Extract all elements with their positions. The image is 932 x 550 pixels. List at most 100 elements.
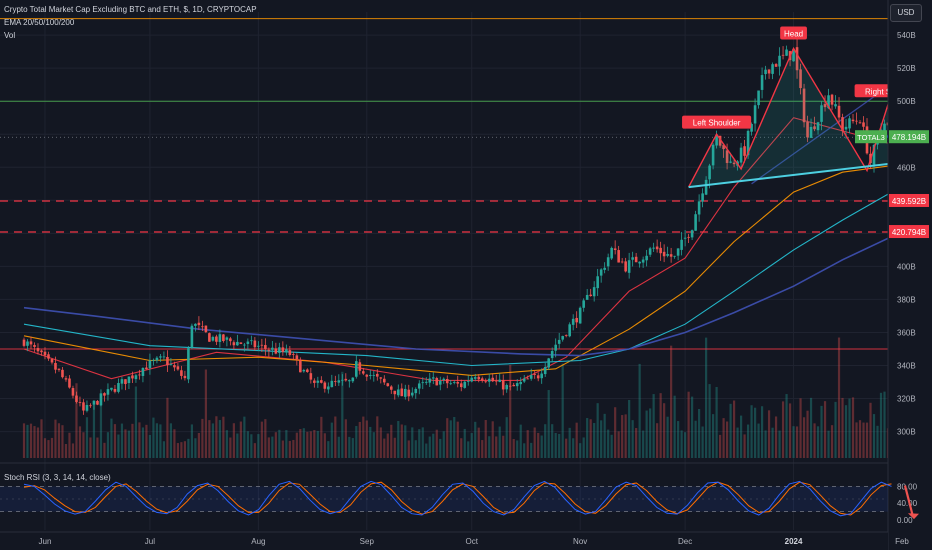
candle-body xyxy=(778,55,781,67)
volume-bar xyxy=(113,424,117,458)
candle-body xyxy=(120,379,124,384)
volume-bar xyxy=(579,443,582,458)
candle-body xyxy=(746,130,750,156)
candle-body xyxy=(785,49,788,56)
x-tick-label: Oct xyxy=(466,537,479,546)
candle-body xyxy=(484,381,488,383)
candle-body xyxy=(718,135,722,146)
volume-bar xyxy=(778,430,781,458)
volume-bar xyxy=(575,422,578,458)
candle-body xyxy=(117,383,120,392)
candle-body xyxy=(708,165,711,180)
candle-body xyxy=(201,326,204,328)
volume-bar xyxy=(61,425,64,458)
time-axis-background xyxy=(0,532,888,550)
volume-bar xyxy=(687,391,690,458)
volume-bar xyxy=(106,432,110,458)
volume-bar xyxy=(141,427,145,458)
candle-body xyxy=(190,325,194,348)
volume-bar xyxy=(393,437,396,458)
volume-bar xyxy=(124,429,127,458)
volume-bar xyxy=(376,416,379,458)
candle-body xyxy=(71,388,75,396)
volume-bar xyxy=(215,416,218,458)
volume-bar xyxy=(862,422,865,458)
candle-body xyxy=(438,380,442,385)
volume-bar xyxy=(785,394,788,458)
volume-bar xyxy=(57,423,61,458)
volume-bar xyxy=(383,438,386,458)
rsi-title: Stoch RSI (3, 3, 14, 14, close) xyxy=(4,473,111,482)
volume-bar xyxy=(670,345,673,458)
volume-bar xyxy=(551,424,554,458)
candle-body xyxy=(148,360,152,369)
volume-bar xyxy=(572,438,575,458)
rsi-y-tick-label: 0.00 xyxy=(897,516,913,525)
volume-bar xyxy=(467,441,470,458)
candle-body xyxy=(424,381,428,383)
volume-bar xyxy=(883,391,886,458)
candle-body xyxy=(96,400,99,405)
volume-bar xyxy=(85,417,89,458)
candle-body xyxy=(141,367,145,376)
candle-body xyxy=(512,384,516,387)
indicator-vol-legend[interactable]: Vol xyxy=(4,31,16,40)
candle-body xyxy=(285,349,288,353)
x-tick-label: Dec xyxy=(678,537,692,546)
volume-bar xyxy=(281,440,284,458)
candle-body xyxy=(666,254,669,256)
volume-bar xyxy=(512,438,515,458)
y-tick-label: 500B xyxy=(897,97,916,106)
volume-bar xyxy=(603,413,606,458)
volume-bar xyxy=(708,384,711,458)
volume-bar xyxy=(155,423,159,458)
volume-bar xyxy=(635,428,638,458)
stoch-rsi-pane: Stoch RSI (3, 3, 14, 14, close) 80.00 40.0… xyxy=(0,473,919,525)
volume-bar xyxy=(285,430,288,458)
candle-body xyxy=(638,261,641,264)
volume-bar xyxy=(334,416,337,458)
candle-body xyxy=(673,255,676,257)
candle-body xyxy=(253,340,257,348)
volume-bar xyxy=(792,426,795,458)
candle-body xyxy=(820,105,823,122)
candle-body xyxy=(767,69,771,74)
volume-bar xyxy=(225,430,228,458)
volume-bar xyxy=(568,427,571,458)
volume-bar xyxy=(316,430,319,458)
volume-bar xyxy=(414,440,417,458)
volume-bar xyxy=(134,386,138,458)
candle-body xyxy=(375,373,379,377)
rsi-down-arrow-line xyxy=(903,485,915,517)
volume-bar xyxy=(722,418,725,458)
volume-bar xyxy=(701,426,704,458)
candle-body xyxy=(701,193,704,202)
volume-bar xyxy=(428,436,431,458)
candle-body xyxy=(225,337,229,340)
volume-bar xyxy=(239,421,242,458)
ema-line xyxy=(23,191,892,367)
volume-bar xyxy=(26,424,29,458)
volume-bar xyxy=(246,431,249,458)
volume-bar xyxy=(554,432,557,458)
candle-body xyxy=(145,367,148,370)
volume-bar xyxy=(491,421,494,458)
candle-body xyxy=(22,339,26,346)
volume-bar xyxy=(176,443,180,458)
candle-body xyxy=(662,251,666,257)
candle-body xyxy=(722,145,725,150)
volume-bar xyxy=(537,432,540,458)
volume-bar xyxy=(194,438,197,458)
volume-bar xyxy=(816,426,820,458)
candle-body xyxy=(470,377,474,382)
volume-bar xyxy=(400,424,403,458)
volume-bar xyxy=(614,407,617,458)
candle-body xyxy=(218,334,222,342)
candle-body xyxy=(592,287,596,297)
candle-body xyxy=(442,378,446,381)
volume-bar xyxy=(425,443,428,458)
currency-button[interactable]: USD xyxy=(890,4,922,22)
indicator-ema-legend[interactable]: EMA 20/50/100/200 xyxy=(4,18,75,27)
candle-body xyxy=(645,255,648,261)
candle-body xyxy=(162,356,166,358)
